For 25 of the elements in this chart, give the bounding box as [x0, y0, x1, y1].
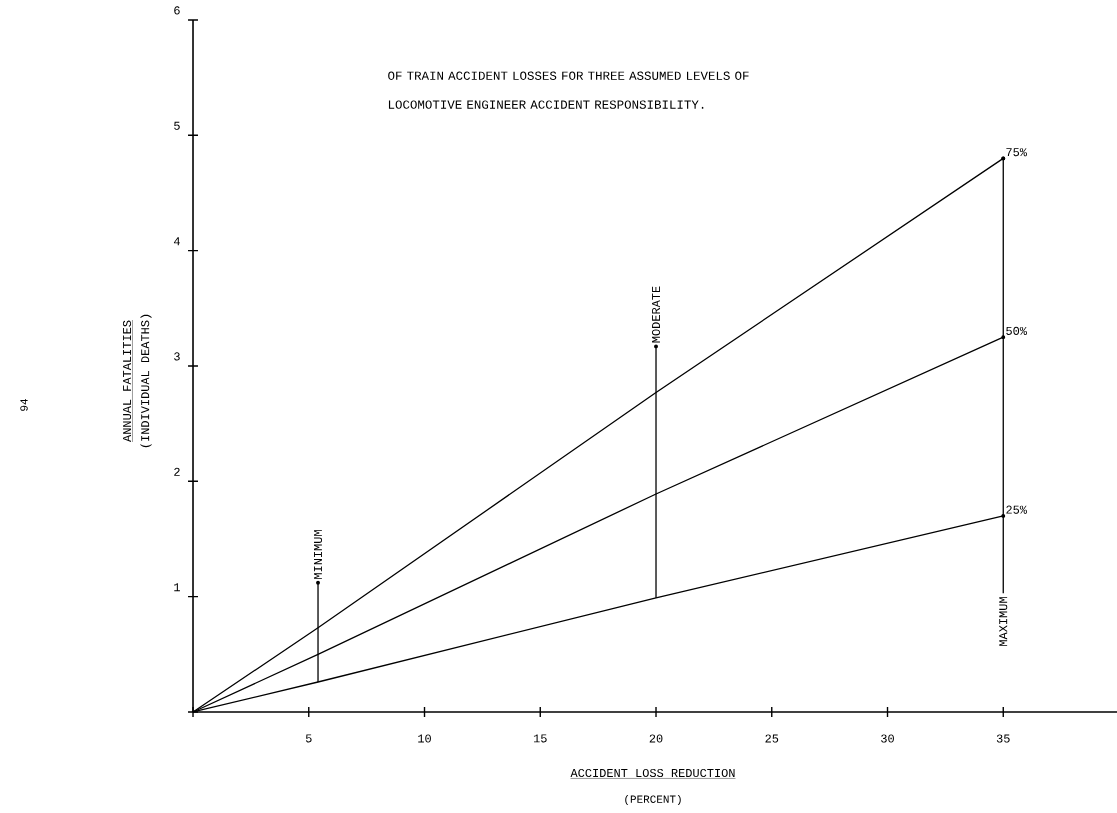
- y-tick-label: 1: [174, 583, 180, 592]
- y-tick-label: 3: [174, 352, 180, 361]
- text: 94: [20, 398, 28, 411]
- text: (PERCENT): [625, 794, 681, 806]
- x-tick-label: 15: [533, 734, 547, 743]
- series-label: 50%: [1006, 326, 1027, 335]
- series-label: 25%: [1006, 505, 1027, 514]
- y-tick-label: 2: [174, 467, 180, 476]
- text: (INDIVIDUAL DEATHS): [140, 314, 152, 448]
- x-tick-label: 25: [765, 734, 779, 743]
- text: MAXIMUM: [999, 597, 1008, 646]
- y-tick-label: 4: [173, 237, 180, 246]
- x-tick-label: 20: [649, 734, 663, 743]
- y-tick-label: 5: [174, 121, 180, 130]
- text: MODERATE: [651, 286, 661, 343]
- y-tick-label: 6: [174, 6, 180, 15]
- x-tick-label: 30: [881, 734, 894, 743]
- text: MINIMUM: [314, 530, 323, 579]
- y-axis-title: ANNUAL FATALITIES: [122, 320, 132, 442]
- x-tick-label: 35: [996, 734, 1010, 743]
- x-axis-title: ACCIDENT LOSS REDUCTION: [570, 768, 735, 778]
- x-tick-label: 10: [418, 734, 431, 743]
- series-label: 75%: [1006, 148, 1027, 157]
- chart-title: OF TRAIN ACCIDENT LOSSES FOR THREE ASSUMED LEVELS OF LOCOMOTIVE ENGINEER ACCIDENT RESPONSIBILITY.: [388, 71, 749, 109]
- x-tick-label: 5: [305, 734, 312, 743]
